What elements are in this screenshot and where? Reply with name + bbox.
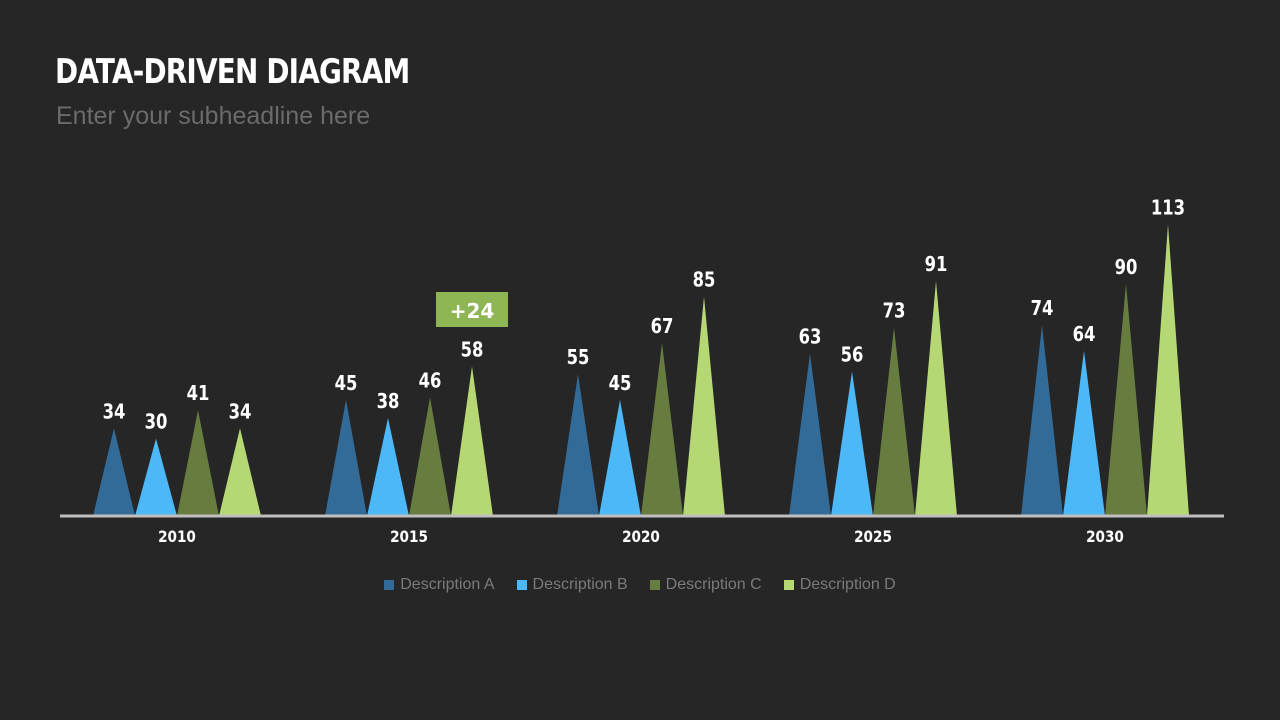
bar-2010-series-3	[177, 410, 219, 516]
chart-legend: Description A Description B Description C D…	[0, 576, 1280, 594]
data-label-2015-series-2: 38	[377, 390, 400, 413]
data-label-2010-series-3: 41	[187, 383, 210, 406]
highlight-text: +24	[450, 299, 495, 323]
bar-2025-series-4	[915, 281, 957, 516]
highlight-box	[436, 292, 508, 327]
legend-label: Description B	[532, 576, 628, 593]
data-label-2015-series-4: 58	[461, 339, 484, 362]
x-tick-label-2030: 2030	[1086, 528, 1124, 546]
legend-swatch	[649, 580, 660, 590]
bar-2020-series-3	[641, 343, 683, 516]
data-label-2010-series-4: 34	[229, 401, 252, 424]
x-tick-label-2010: 2010	[158, 528, 196, 546]
data-label-2020-series-2: 45	[609, 372, 632, 395]
legend-item-3: Description C	[649, 576, 762, 594]
x-tick-label-2015: 2015	[390, 528, 428, 546]
bar-2030-series-3	[1105, 283, 1147, 516]
data-label-2025-series-4: 91	[925, 254, 948, 277]
bar-2015-series-3	[409, 397, 451, 516]
data-label-2020-series-4: 85	[693, 269, 716, 292]
x-axis-labels: 2010 2015 2020 2025 2030	[158, 528, 1124, 546]
bar-2015-series-4	[451, 366, 493, 516]
data-label-2015-series-1: 45	[335, 372, 358, 395]
legend-swatch	[516, 580, 527, 590]
data-label-2020-series-1: 55	[567, 347, 590, 370]
legend-item-2: Description B	[516, 576, 628, 594]
data-label-2030-series-4: 113	[1151, 197, 1185, 220]
data-label-2025-series-2: 56	[841, 344, 864, 367]
bar-2010-series-4	[219, 428, 261, 516]
bar-2030-series-4	[1147, 224, 1189, 516]
bar-2030-series-1	[1021, 325, 1063, 516]
bar-2015-series-2	[367, 417, 409, 516]
bar-2010-series-1	[93, 428, 135, 516]
legend-label: Description A	[400, 576, 495, 593]
data-label-2025-series-3: 73	[883, 300, 906, 323]
x-tick-label-2020: 2020	[622, 528, 660, 546]
chart-value-labels: 34 30 41 34 45 38 46 58 55 45 67 85 63 56 73 91 74 64 90 11…	[103, 197, 1185, 434]
data-label-2015-series-3: 46	[419, 370, 442, 393]
legend-item-1: Description A	[384, 576, 495, 594]
bar-2020-series-4	[683, 296, 725, 516]
page-title: DATA-DRIVEN DIAGRAM	[55, 52, 410, 92]
x-tick-label-2025: 2025	[854, 528, 892, 546]
legend-label: Description C	[665, 576, 762, 593]
data-label-2025-series-1: 63	[799, 326, 822, 349]
highlight-callout: +24	[436, 292, 508, 327]
legend-swatch	[783, 580, 794, 590]
bar-2025-series-3	[873, 327, 915, 516]
bar-2025-series-2	[831, 371, 873, 516]
bar-2025-series-1	[789, 353, 831, 516]
data-label-2030-series-1: 74	[1031, 298, 1054, 321]
chart-bars	[93, 224, 1189, 516]
data-label-2020-series-3: 67	[651, 316, 674, 339]
legend-label: Description D	[799, 576, 896, 593]
data-label-2030-series-3: 90	[1115, 256, 1138, 279]
bar-2020-series-1	[557, 374, 599, 516]
page-subtitle: Enter your subheadline here	[56, 102, 371, 130]
bar-2010-series-2	[135, 438, 177, 516]
data-label-2030-series-2: 64	[1073, 323, 1096, 346]
bar-2020-series-2	[599, 399, 641, 516]
legend-swatch	[384, 580, 395, 590]
data-label-2010-series-2: 30	[145, 411, 168, 434]
legend-item-4: Description D	[783, 576, 896, 594]
bar-2015-series-1	[325, 399, 367, 516]
bar-2030-series-2	[1063, 350, 1105, 516]
data-label-2010-series-1: 34	[103, 401, 126, 424]
